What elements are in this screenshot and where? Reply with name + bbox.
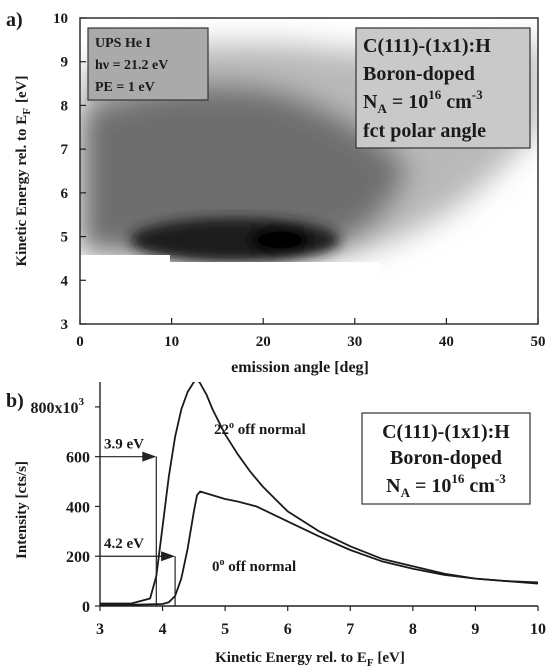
- panel-a: a) 0 10 20 30 40 50 3 4 5 6 7 8 9 10 emission angle …: [6, 9, 546, 376]
- panel-a-frame: [79, 17, 539, 325]
- panel-b-series: [100, 382, 538, 606]
- b-x-tick-label: 5: [221, 621, 229, 638]
- annotation-4-2ev-label: 4.2 eV: [104, 536, 144, 552]
- b-x-tick-label: 6: [284, 621, 292, 638]
- panel-b-y-axis-label: Intensity [cts/s]: [14, 461, 30, 559]
- info-line-2: hν = 21.2 eV: [95, 58, 168, 73]
- b-x-tick-label: 8: [409, 621, 417, 638]
- a-y-tick-label: 6: [61, 186, 69, 202]
- b-y-tick-label: 0: [82, 599, 90, 616]
- b-y-tick-label: 800x103: [31, 396, 85, 417]
- b-x-tick-label: 9: [471, 621, 479, 638]
- a-x-tick-label: 20: [256, 334, 271, 350]
- annotation-3-9ev-arrowhead: [142, 451, 157, 462]
- sample-info-box-a: C(111)-(1x1):H Boron-doped NA = 1016 cm-…: [355, 27, 531, 149]
- sample-b-line-3: NA = 1016 cm-3: [386, 471, 506, 500]
- panel-b-x-axis-label: Kinetic Energy rel. to EF [eV]: [215, 650, 405, 668]
- a-x-tick-label: 10: [164, 334, 179, 350]
- a-y-tick-label: 4: [61, 273, 69, 289]
- info-line-3: PE = 1 eV: [95, 80, 155, 95]
- panel-a-label: a): [6, 9, 23, 31]
- b-x-tick-label: 10: [530, 621, 546, 638]
- panel-b: b) 3 4 5 6 7 8 9 10 0 200 400 600 800x103 3.9 eV 4.2 …: [6, 382, 546, 668]
- panel-b-annotations: 3.9 eV 4.2 eV: [100, 437, 176, 606]
- series-label-22deg: 22o off normal: [214, 420, 306, 438]
- b-x-tick-label: 7: [346, 621, 354, 638]
- sample-b-line-2: Boron-doped: [390, 447, 502, 469]
- a-x-tick-label: 40: [439, 334, 454, 350]
- annotation-4-2ev-arrowhead: [161, 551, 176, 562]
- panel-b-label: b): [6, 390, 24, 412]
- a-x-tick-label: 0: [76, 334, 84, 350]
- heatmap-core: [130, 218, 340, 262]
- a-y-tick-label: 8: [61, 98, 69, 114]
- sample-b-line-1: C(111)-(1x1):H: [382, 421, 510, 443]
- annotation-3-9ev-label: 3.9 eV: [104, 437, 144, 453]
- sample-a-line-2: Boron-doped: [363, 63, 475, 85]
- b-y-tick-label: 200: [66, 549, 90, 566]
- sharp-onset-mask-2: [170, 262, 380, 324]
- series-0deg-line: [100, 490, 538, 606]
- sample-info-box-b: C(111)-(1x1):H Boron-doped NA = 1016 cm-…: [361, 412, 531, 505]
- panel-a-y-ticks: 3 4 5 6 7 8 9 10: [53, 11, 86, 333]
- info-line-1: UPS He I: [95, 36, 151, 51]
- panel-a-x-ticks: 0 10 20 30 40 50: [76, 318, 546, 350]
- b-y-tick-label: 400: [66, 499, 90, 516]
- measurement-info-box: UPS He I hν = 21.2 eV PE = 1 eV: [87, 27, 209, 101]
- a-y-tick-label: 3: [61, 317, 69, 333]
- panel-b-axes: 3 4 5 6 7 8 9 10 0 200 400 600 800x103: [31, 382, 546, 638]
- series-label-0deg: 0o off normal: [212, 557, 296, 575]
- b-x-tick-label: 3: [96, 621, 104, 638]
- panel-a-x-axis-label: emission angle [deg]: [231, 359, 369, 376]
- a-y-tick-label: 9: [61, 55, 69, 71]
- sample-a-line-1: C(111)-(1x1):H: [363, 35, 491, 57]
- sample-a-line-4: fct polar angle: [363, 120, 486, 142]
- a-y-tick-label: 5: [61, 230, 69, 246]
- a-y-tick-label: 10: [53, 11, 68, 27]
- panel-a-y-axis-label: Kinetic Energy rel. to EF[eV]: [14, 76, 33, 267]
- b-x-tick-label: 4: [159, 621, 167, 638]
- sharp-onset-mask: [80, 255, 170, 324]
- a-x-tick-label: 50: [531, 334, 546, 350]
- series-22deg-line: [100, 382, 538, 605]
- b-y-tick-label: 600: [66, 450, 90, 467]
- a-x-tick-label: 30: [347, 334, 362, 350]
- sample-a-line-3: NA = 1016 cm-3: [363, 87, 483, 116]
- a-y-tick-label: 7: [61, 142, 69, 158]
